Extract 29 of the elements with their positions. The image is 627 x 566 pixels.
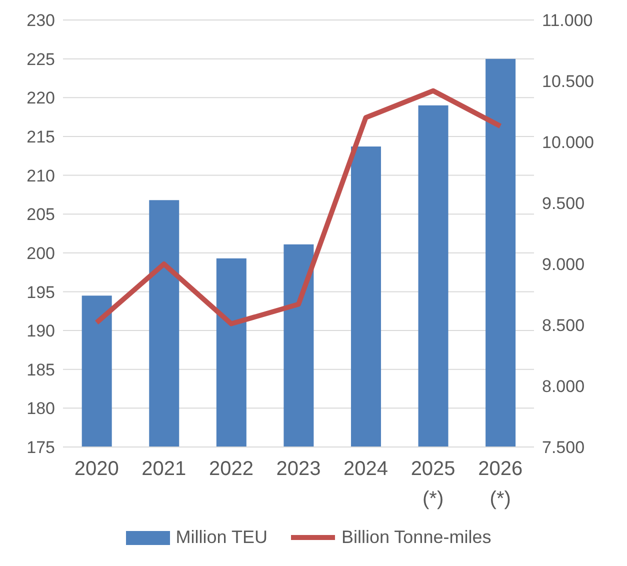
x-tick-label: 2024 bbox=[344, 458, 388, 480]
y2-tick-label: 10.000 bbox=[542, 133, 594, 152]
y-tick-label: 215 bbox=[26, 127, 55, 146]
y-tick-label: 185 bbox=[26, 360, 55, 380]
y2-tick-label: 11.000 bbox=[542, 11, 593, 30]
y-tick-label: 175 bbox=[26, 438, 55, 458]
y2-tick-label: 9.000 bbox=[542, 255, 585, 274]
y-tick-label: 180 bbox=[26, 399, 55, 418]
legend-label: Million TEU bbox=[176, 527, 268, 548]
x-tick-label: 2026 (*) bbox=[478, 458, 523, 510]
y2-tick-label: 8.500 bbox=[542, 316, 585, 336]
y-tick-label: 190 bbox=[26, 322, 55, 341]
y-tick-label: 210 bbox=[26, 166, 55, 186]
y-tick-label: 195 bbox=[26, 282, 55, 302]
y-tick-label: 205 bbox=[26, 205, 55, 224]
y-tick-label: 220 bbox=[26, 88, 55, 108]
y2-tick-label: 10.500 bbox=[542, 72, 594, 92]
x-tick-label: 2023 bbox=[276, 458, 321, 480]
legend-label: Billion Tonne-miles bbox=[341, 527, 492, 548]
x-tick-label: 2022 bbox=[208, 458, 254, 480]
y-tick-label: 200 bbox=[26, 244, 55, 263]
x-tick-label: 2025 (*) bbox=[410, 458, 456, 510]
y2-tick-label: 7.500 bbox=[542, 438, 585, 458]
y2-tick-label: 9.500 bbox=[542, 194, 585, 214]
y2-tick-label: 8.000 bbox=[542, 377, 585, 396]
x-tick-label: 2020 bbox=[74, 458, 119, 480]
y-tick-label: 225 bbox=[26, 50, 55, 69]
x-tick-label: 2021 bbox=[142, 458, 186, 480]
y-tick-label: 230 bbox=[26, 11, 55, 30]
